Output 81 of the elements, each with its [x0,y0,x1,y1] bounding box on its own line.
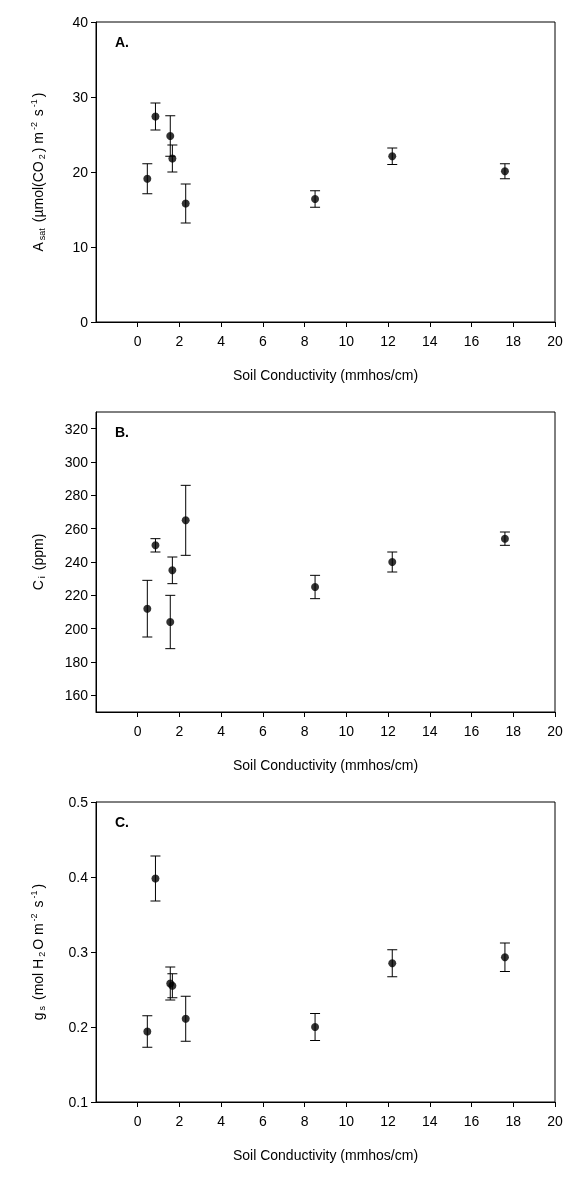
point [311,195,320,203]
x-tick-label: 16 [463,723,480,739]
y-tick-label: 160 [64,687,89,704]
x-tick-label: 2 [175,1113,184,1129]
text: gs (mol H2O m-2 s-1) [28,883,47,1021]
point [181,516,190,525]
point [151,874,160,883]
x-tick-label: 2 [175,333,184,349]
x-tick-label: 20 [547,333,563,349]
point [311,583,320,591]
x-tick-label: 12 [380,723,397,739]
x-tick-label: 8 [300,723,309,739]
point [181,199,190,208]
y-tick-label: 240 [64,554,89,570]
x-tick-label: 8 [300,333,309,349]
x-tick-label: 10 [338,723,355,739]
point [151,112,160,121]
y-tick-label: 20 [72,164,89,180]
x-tick-label: 20 [547,723,563,739]
y-tick-label: 0.3 [68,944,89,960]
x-tick-label: 12 [380,333,397,349]
point [143,604,152,613]
x-tick-label: 8 [300,1113,309,1129]
point [166,618,175,626]
y-tick-label: 30 [72,89,89,105]
point [143,174,152,183]
x-axis-title: Soil Conductivity (mmhos/cm) [232,367,419,383]
y-axis-title: Ci (ppm) [29,533,47,591]
y-tick-label: 200 [64,620,89,637]
y-tick-label: 220 [64,587,89,604]
x-tick-label: 0 [133,333,142,349]
y-tick-label: 0.1 [68,1094,89,1110]
point [388,152,397,161]
text: A. [115,34,129,50]
x-tick-label: 10 [338,1113,355,1129]
x-tick-label: 12 [380,1113,397,1129]
x-tick-label: 14 [422,1113,438,1129]
y-tick-label: 0.2 [68,1019,89,1035]
text: Asat (µmol(CO2) m-2 s-1) [28,92,47,252]
y-tick-label: 300 [64,454,89,470]
x-tick-label: 6 [259,1113,268,1129]
y-tick-label: 260 [64,520,89,537]
x-tick-label: 10 [338,333,355,349]
y-tick-label: 0 [80,314,89,330]
y-tick-label: 280 [64,487,89,504]
text: C. [115,814,129,830]
x-tick-label: 16 [463,333,480,349]
point [168,566,177,575]
x-tick-label: 0 [133,1113,142,1129]
x-axis-title: Soil Conductivity (mmhos/cm) [232,757,419,773]
point [166,132,175,140]
text: B. [115,424,129,440]
x-axis-title: Soil Conductivity (mmhos/cm) [232,1147,419,1163]
x-tick-label: 18 [505,1113,522,1129]
point [181,1014,190,1023]
point [311,1023,320,1031]
y-tick-label: 40 [72,14,89,30]
x-tick-label: 6 [259,333,268,349]
point [388,558,397,566]
x-tick-label: 2 [175,723,184,739]
point [168,154,177,163]
x-tick-label: 4 [217,1113,226,1129]
x-tick-label: 14 [422,723,438,739]
y-tick-label: 0.4 [68,869,89,885]
x-tick-label: 18 [505,333,522,349]
point [500,167,509,176]
y-tick-label: 180 [64,654,89,670]
x-tick-label: 18 [505,723,522,739]
point [388,959,397,968]
y-tick-label: 10 [72,239,89,255]
y-tick-label: 0.5 [68,794,89,810]
x-tick-label: 4 [217,333,226,349]
x-tick-label: 4 [217,723,226,739]
y-tick-label: 320 [64,420,89,437]
x-tick-label: 14 [422,333,438,349]
point [500,953,509,962]
point [143,1027,152,1036]
x-tick-label: 0 [133,723,142,739]
x-tick-label: 20 [547,1113,563,1129]
x-tick-label: 6 [259,723,268,739]
x-tick-label: 16 [463,1113,480,1129]
